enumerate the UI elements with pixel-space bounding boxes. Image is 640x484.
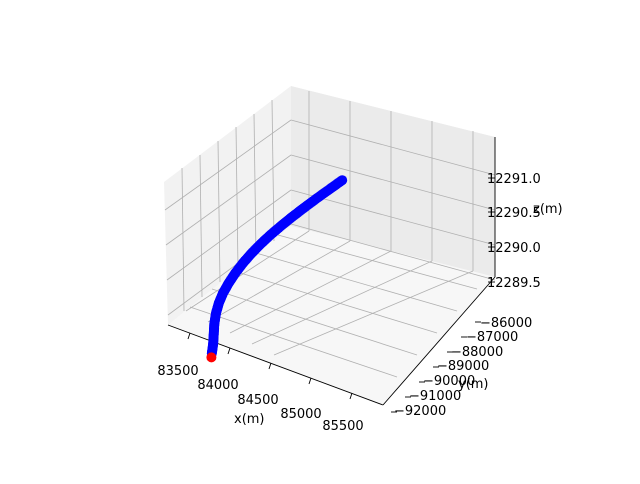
z-tick-label: 12290.5: [487, 206, 541, 221]
x-tick: [187, 332, 191, 340]
x-tick-label: 85500: [322, 419, 363, 434]
tick-marks: [187, 177, 495, 413]
y-tick-label: −86000: [480, 316, 532, 331]
z-tick-label: 12289.5: [487, 276, 541, 291]
left-pane: [164, 86, 291, 325]
x-tick: [308, 377, 312, 385]
x-tick: [227, 347, 231, 355]
x-axis-line: [167, 324, 384, 406]
data-points: [206, 175, 348, 363]
y-axis-label: y(m): [458, 377, 489, 392]
y-tick-label: −88000: [451, 345, 503, 360]
x-tick-label: 84000: [197, 378, 238, 393]
z-tick-label: 12290.0: [487, 241, 541, 256]
y-tick-label: −87000: [466, 330, 518, 345]
y-tick-label: −90000: [423, 374, 475, 389]
x-tick-label: 85000: [280, 407, 321, 422]
x-axis-label: x(m): [234, 412, 265, 427]
data-point: [206, 352, 217, 363]
y-tick-label: −91000: [409, 389, 461, 404]
floor-pane: [168, 226, 495, 405]
x-tick: [268, 362, 272, 370]
x-tick: [349, 392, 353, 400]
y-tick-label: −92000: [394, 404, 446, 419]
x-tick-label: 84500: [237, 393, 278, 408]
z-tick-label: 12291.0: [487, 172, 541, 187]
y-axis-line: [382, 276, 496, 406]
data-point: [337, 175, 348, 186]
grid-lines: [164, 91, 496, 378]
y-tick-label: −89000: [437, 359, 489, 374]
axis-lines: [167, 137, 496, 406]
z-axis-label: z(m): [533, 202, 563, 217]
x-tick-label: 83500: [157, 364, 198, 379]
